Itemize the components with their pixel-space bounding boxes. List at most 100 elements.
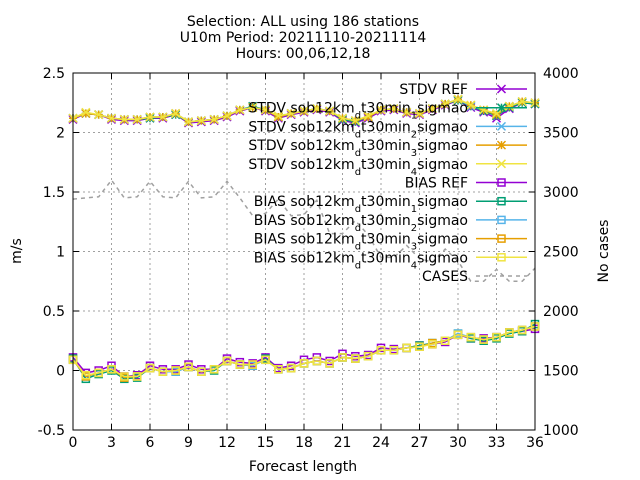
legend-label-part: BIAS sob12km (254, 250, 355, 266)
point-marker (248, 360, 257, 369)
point-marker (81, 371, 91, 380)
point-marker (363, 351, 373, 361)
point-marker (497, 234, 506, 243)
point-marker (312, 356, 322, 366)
legend-label-part: t30min (361, 157, 411, 173)
point-marker (338, 353, 347, 362)
point-marker (209, 114, 219, 124)
chart-title-line3: Hours: 00,06,12,18 (236, 46, 371, 62)
point-marker (286, 108, 296, 118)
point-marker (496, 159, 507, 169)
legend-label-part: STDV sob12km (248, 157, 354, 173)
y2-tick-label: 4000 (543, 66, 579, 82)
legend-entry: STDV sob12kmdt30min1sigmao (248, 101, 527, 121)
legend-label-part: sigmao (417, 232, 468, 248)
legend-label-subscript: d (355, 204, 361, 215)
y-tick-label: 2 (56, 126, 65, 142)
legend-label-part: sigmao (417, 250, 468, 266)
point-marker (325, 359, 334, 368)
legend-label-part: t30min (361, 232, 411, 248)
plot-frame (72, 72, 536, 431)
point-marker (466, 100, 476, 110)
x-tick-label: 9 (184, 435, 193, 451)
legend-label: STDV sob12kmdt30min3sigmao (248, 138, 468, 159)
point-marker (312, 104, 322, 114)
x-axis-label: Forecast length (249, 459, 357, 475)
point-marker (453, 330, 463, 340)
point-marker (351, 354, 360, 363)
point-marker (350, 116, 360, 126)
legend-label-subscript: 1 (411, 204, 417, 215)
y2-tick-label: 3500 (543, 126, 579, 142)
legend-entry: STDV REF (399, 82, 527, 98)
y2-tick-label: 2000 (543, 304, 579, 320)
legend-label-part: t30min (361, 138, 411, 154)
point-marker (260, 105, 271, 115)
x-tick-label: 24 (372, 435, 390, 451)
chart-title-line2: U10m Period: 20211110-20211114 (180, 30, 427, 46)
legend-entry: BIAS sob12kmdt30min2sigmao (254, 213, 527, 234)
point-marker (497, 178, 506, 187)
legend-label-subscript: d (355, 110, 361, 121)
x-tick-label: 33 (488, 435, 506, 451)
x-tick-label: 27 (411, 435, 429, 451)
point-marker (145, 112, 155, 122)
point-marker (209, 365, 219, 374)
point-marker (402, 343, 411, 353)
axes-ticks: 0 3 6 9 12 15 18 21 24 27 30 33 36-0.500.511.522.510… (38, 66, 579, 451)
point-marker (222, 356, 232, 366)
point-marker (363, 111, 373, 121)
legend-label-part: BIAS sob12km (254, 213, 355, 229)
point-marker (171, 108, 181, 118)
point-marker (158, 112, 168, 122)
point-marker (466, 332, 476, 342)
legend-label-subscript: d (355, 241, 361, 252)
point-marker (376, 105, 386, 115)
point-marker (286, 363, 296, 373)
legend-label-subscript: 2 (411, 222, 417, 233)
point-marker (389, 346, 399, 355)
series-4 (68, 94, 540, 127)
point-marker (261, 355, 270, 365)
point-marker (120, 372, 129, 381)
point-marker (402, 107, 412, 117)
x-tick-label: 36 (526, 435, 544, 451)
point-marker (376, 346, 386, 355)
point-marker (273, 111, 283, 121)
legend-label-subscript: 1 (411, 110, 417, 121)
point-marker (496, 121, 507, 131)
point-marker (497, 215, 506, 225)
point-marker (132, 114, 142, 124)
series-10 (72, 178, 536, 283)
point-marker (504, 101, 514, 111)
point-marker (453, 94, 463, 104)
point-marker (132, 372, 142, 381)
point-marker (325, 106, 335, 116)
point-marker (389, 104, 399, 114)
series-line (72, 325, 536, 378)
legend-label: BIAS sob12kmdt30min2sigmao (254, 213, 468, 234)
point-marker (505, 328, 514, 337)
point-marker (94, 368, 103, 378)
point-marker (337, 113, 348, 123)
point-marker (440, 99, 450, 109)
legend-label-subscript: d (355, 129, 361, 140)
point-marker (497, 196, 506, 206)
point-marker (158, 367, 168, 376)
point-marker (235, 360, 245, 369)
legend-label-part: sigmao (417, 194, 468, 210)
legend-entry: STDV sob12kmdt30min4sigmao (248, 157, 527, 178)
point-marker (197, 367, 206, 376)
point-marker (517, 325, 527, 335)
point-marker (492, 332, 501, 342)
x-tick-label: 3 (107, 435, 116, 451)
legend-label-subscript: d (355, 166, 361, 177)
legend-label-subscript: 2 (411, 129, 417, 140)
legend-label: STDV sob12kmdt30min4sigmao (248, 157, 468, 178)
y2-tick-label: 2500 (543, 245, 579, 261)
y2-tick-label: 3000 (543, 185, 579, 201)
legend-label: CASES (422, 269, 468, 285)
series-9 (68, 322, 540, 381)
legend-entry: CASES (422, 269, 527, 285)
